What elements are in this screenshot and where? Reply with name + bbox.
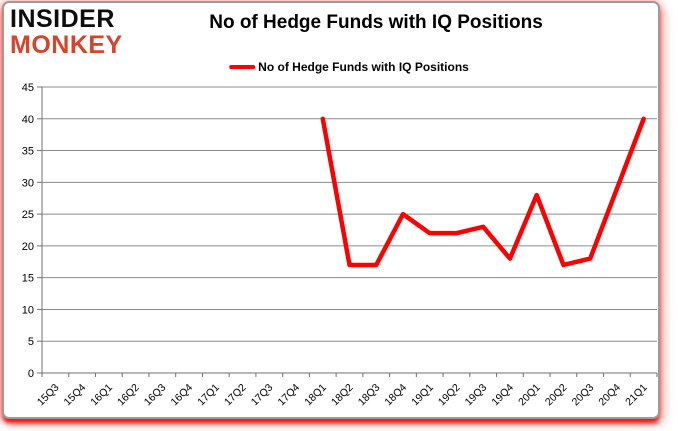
x-tick-label: 20Q1 bbox=[516, 382, 543, 409]
x-tick-label: 17Q4 bbox=[275, 382, 302, 409]
x-tick-label: 16Q3 bbox=[142, 382, 169, 409]
x-tick-label: 15Q3 bbox=[35, 382, 62, 409]
x-tick-label: 20Q3 bbox=[570, 382, 597, 409]
legend-label: No of Hedge Funds with IQ Positions bbox=[258, 60, 469, 74]
x-tick-label: 17Q1 bbox=[195, 382, 222, 409]
x-tick-label: 18Q2 bbox=[329, 382, 356, 409]
y-tick-label: 5 bbox=[28, 336, 34, 348]
logo-line1: INSIDER bbox=[10, 5, 115, 33]
y-tick-label: 25 bbox=[22, 209, 34, 221]
x-tick-label: 20Q2 bbox=[543, 382, 570, 409]
x-tick-label: 19Q2 bbox=[436, 382, 463, 409]
x-tick-label: 19Q3 bbox=[463, 382, 490, 409]
x-tick-label: 19Q4 bbox=[489, 382, 516, 409]
x-tick-label: 16Q2 bbox=[115, 382, 142, 409]
x-tick-label: 19Q1 bbox=[409, 382, 436, 409]
x-tick-label: 18Q4 bbox=[382, 382, 409, 409]
chart-title: No of Hedge Funds with IQ Positions bbox=[209, 12, 543, 33]
y-tick-label: 0 bbox=[28, 368, 34, 380]
y-tick-label: 40 bbox=[22, 114, 34, 126]
x-tick-label: 17Q2 bbox=[222, 382, 249, 409]
x-tick-label: 18Q3 bbox=[356, 382, 383, 409]
x-tick-label: 17Q3 bbox=[249, 382, 276, 409]
y-tick-label: 35 bbox=[22, 146, 34, 158]
x-tick-label: 16Q1 bbox=[88, 382, 115, 409]
insider-monkey-logo: INSIDER MONKEY bbox=[10, 6, 123, 58]
x-tick-label: 21Q1 bbox=[623, 382, 650, 409]
y-tick-label: 45 bbox=[22, 82, 34, 94]
y-tick-label: 15 bbox=[22, 273, 34, 285]
y-tick-label: 10 bbox=[22, 304, 34, 316]
x-tick-label: 15Q4 bbox=[62, 382, 89, 409]
legend-line-swatch bbox=[229, 65, 256, 69]
x-tick-label: 16Q4 bbox=[169, 382, 196, 409]
series-line bbox=[320, 116, 646, 268]
chart-plot: 0 5 10 15 20 25 30 35 40 45 15Q3 15Q4 16Q1 16Q2 16Q3 16… bbox=[22, 82, 658, 409]
chart-card: INSIDER MONKEY No of Hedge Funds with IQ… bbox=[2, 1, 660, 419]
x-tick-label: 20Q4 bbox=[596, 382, 623, 409]
x-tick-label: 18Q1 bbox=[302, 382, 329, 409]
chart-legend: No of Hedge Funds with IQ Positions bbox=[229, 60, 469, 74]
y-tick-label: 20 bbox=[22, 241, 34, 253]
logo-line2: MONKEY bbox=[10, 31, 123, 59]
y-tick-label: 30 bbox=[22, 177, 34, 189]
